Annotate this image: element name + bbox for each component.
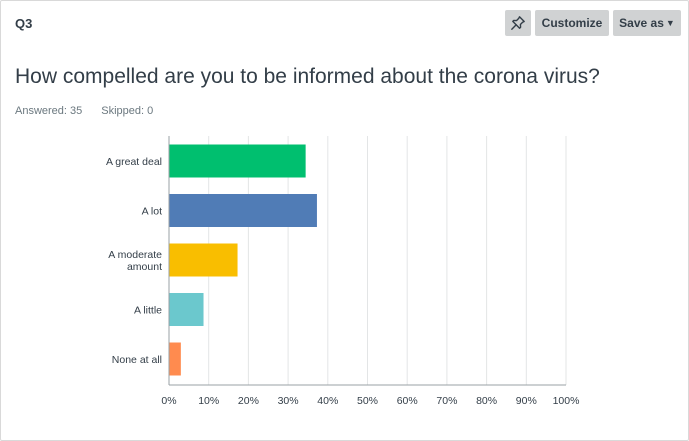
category-label: None at all [112,354,162,366]
save-as-button-label: Save as [619,16,664,30]
category-label: A lot [142,206,163,218]
x-tick-label: 0% [161,395,176,407]
pin-icon [511,16,525,30]
question-title: How compelled are you to be informed abo… [15,65,600,88]
x-tick-label: 20% [238,395,259,407]
x-tick-label: 70% [436,395,457,407]
bar [169,293,204,326]
x-tick-label: 40% [317,395,338,407]
save-as-button[interactable]: Save as ▼ [613,10,681,36]
category-label: A moderate [108,249,162,261]
answered-count: Answered: 35 [15,105,83,117]
x-tick-label: 80% [476,395,497,407]
question-number: Q3 [15,16,33,31]
customize-button-label: Customize [541,16,603,30]
x-tick-label: 60% [397,395,418,407]
response-stats: Answered: 35 Skipped: 0 [15,105,153,117]
category-label: amount [127,261,162,273]
bar [169,342,181,376]
bar [169,243,238,277]
x-tick-label: 10% [198,395,219,407]
skipped-count: Skipped: 0 [101,105,154,117]
category-label: A great deal [106,156,162,168]
x-tick-label: 90% [516,395,537,407]
pin-button[interactable] [505,10,531,36]
x-tick-label: 50% [357,395,378,407]
toolbar: Customize Save as ▼ [505,10,681,36]
caret-down-icon: ▼ [665,17,675,28]
x-tick-label: 100% [553,395,580,407]
customize-button[interactable]: Customize [535,10,609,36]
bar [169,144,306,178]
x-tick-label: 30% [278,395,299,407]
bar [169,194,317,227]
category-label: A little [134,305,162,317]
